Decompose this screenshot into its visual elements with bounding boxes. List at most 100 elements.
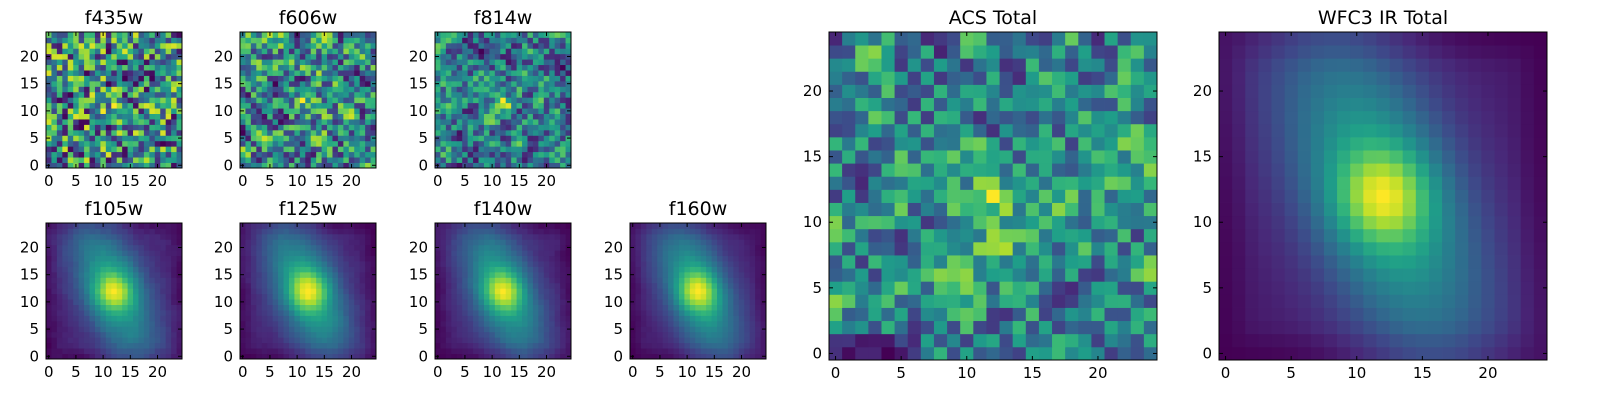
heatmap-cell	[494, 342, 501, 349]
heatmap-cell	[907, 228, 922, 243]
heatmap-cell	[127, 102, 134, 109]
y-tick-label: 0	[29, 347, 39, 365]
heatmap-cell	[365, 80, 371, 87]
heatmap-cell	[73, 266, 80, 273]
heatmap-cell	[494, 326, 501, 333]
heatmap-cell	[538, 70, 545, 76]
heatmap-cell	[695, 244, 702, 251]
heatmap-cell	[299, 271, 306, 278]
heatmap-cell	[100, 119, 107, 125]
heatmap-cell	[261, 261, 268, 267]
heatmap-cell	[435, 64, 441, 71]
heatmap-cell	[348, 228, 355, 235]
heatmap-cell	[171, 75, 177, 82]
heatmap-cell	[73, 315, 80, 322]
heatmap-cell	[456, 113, 463, 120]
y-tick-label: 5	[418, 320, 428, 338]
heatmap-cell	[359, 331, 366, 338]
heatmap-cell	[127, 304, 134, 311]
heatmap-cell	[717, 304, 723, 311]
heatmap-cell	[494, 331, 501, 338]
heatmap-cell	[505, 146, 512, 153]
heatmap-cell	[122, 228, 128, 235]
heatmap-cell	[149, 304, 156, 311]
heatmap-cell	[321, 48, 328, 55]
heatmap-cell	[73, 304, 80, 311]
heatmap-cell	[494, 48, 501, 55]
heatmap-cell	[370, 261, 377, 267]
heatmap-cell	[299, 151, 306, 158]
heatmap-cell	[62, 129, 69, 136]
heatmap-cell	[435, 282, 441, 289]
heatmap-cell	[89, 91, 96, 98]
heatmap-cell	[272, 102, 279, 109]
heatmap-cell	[532, 32, 539, 38]
heatmap-cell	[855, 176, 869, 190]
heatmap-cell	[343, 151, 350, 158]
heatmap-cell	[565, 97, 572, 104]
heatmap-cell	[343, 266, 350, 273]
heatmap-cell	[261, 64, 268, 71]
heatmap-cell	[321, 304, 328, 311]
heatmap-cell	[549, 129, 556, 136]
heatmap-cell	[133, 129, 139, 136]
heatmap-cell	[171, 293, 177, 300]
heatmap-cell	[73, 320, 80, 327]
heatmap-cell	[359, 64, 366, 71]
heatmap-cell	[100, 244, 107, 251]
heatmap-cell	[62, 102, 69, 109]
heatmap-cell	[160, 266, 167, 273]
heatmap-cell	[543, 70, 550, 76]
heatmap-cell	[176, 342, 183, 349]
heatmap-cell	[445, 32, 452, 38]
heatmap-cell	[527, 326, 534, 333]
heatmap-cell	[354, 108, 361, 114]
heatmap-cell	[532, 271, 539, 278]
heatmap-cell	[133, 102, 139, 109]
heatmap-cell	[689, 299, 696, 305]
heatmap-cell	[111, 310, 118, 316]
heatmap-cell	[62, 162, 69, 169]
heatmap-cell	[78, 244, 85, 251]
heatmap-cell	[250, 162, 257, 169]
heatmap-cell	[359, 299, 366, 305]
heatmap-cell	[635, 288, 642, 295]
heatmap-cell	[462, 293, 469, 300]
x-tick-label: 15	[705, 363, 724, 381]
heatmap-cell	[283, 239, 290, 246]
heatmap-cell	[543, 288, 550, 295]
heatmap-cell	[370, 266, 377, 273]
heatmap-cell	[100, 299, 107, 305]
heatmap-cell	[332, 86, 339, 93]
heatmap-cell	[261, 315, 268, 322]
heatmap-cell	[67, 119, 74, 125]
heatmap-cell	[73, 299, 80, 305]
heatmap-cell	[316, 233, 322, 240]
heatmap-cell	[256, 97, 263, 104]
heatmap-cell	[999, 281, 1014, 295]
heatmap-cell	[133, 244, 139, 251]
heatmap-cell	[365, 119, 371, 125]
heatmap-cell	[445, 233, 452, 240]
heatmap-cell	[365, 282, 371, 289]
heatmap-cell	[440, 320, 447, 327]
heatmap-cell	[337, 223, 344, 229]
heatmap-cell	[299, 348, 306, 354]
heatmap-cell	[760, 293, 767, 300]
heatmap-cell	[894, 333, 909, 348]
heatmap-cell	[171, 223, 177, 229]
heatmap-cell	[646, 250, 653, 257]
heatmap-cell	[489, 157, 496, 163]
heatmap-cell	[332, 37, 339, 44]
heatmap-cell	[127, 135, 134, 142]
heatmap-cell	[738, 342, 745, 349]
heatmap-cell	[94, 326, 101, 333]
heatmap-cell	[1078, 176, 1092, 190]
heatmap-cell	[738, 326, 745, 333]
heatmap-cell	[1025, 189, 1040, 203]
heatmap-cell	[332, 42, 339, 49]
heatmap-cell	[456, 135, 463, 142]
heatmap-cell	[105, 353, 112, 360]
heatmap-cell	[1025, 176, 1040, 190]
heatmap-cell	[868, 268, 882, 282]
